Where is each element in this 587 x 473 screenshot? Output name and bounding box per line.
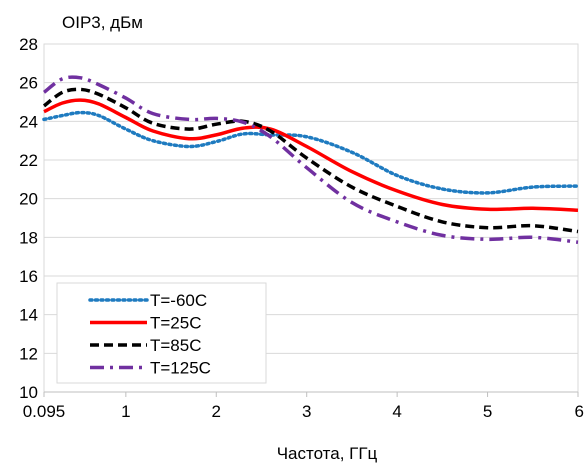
x-tick-label: 4 <box>392 402 401 421</box>
series-lines <box>42 75 580 244</box>
y-tick-label: 22 <box>19 151 38 170</box>
y-tick-label: 20 <box>19 190 38 209</box>
legend-label: T=-60C <box>150 291 207 310</box>
x-tick-label: 0.095 <box>23 402 66 421</box>
series-line-T=125C <box>42 75 579 244</box>
legend: T=-60C T=25C T=85C T=125C <box>56 282 267 384</box>
x-tick-label: 5 <box>483 402 492 421</box>
y-tick-label: 10 <box>19 383 38 402</box>
y-tick-label: 26 <box>19 74 38 93</box>
y-tick-label: 12 <box>19 344 38 363</box>
x-tick-label: 2 <box>212 402 221 421</box>
legend-label: T=125C <box>150 359 211 378</box>
legend-label: T=85C <box>150 336 202 355</box>
y-axis-title: OIP3, дБм <box>62 13 143 32</box>
axes <box>43 43 579 397</box>
series-line-T=25C <box>43 98 579 213</box>
y-tick-label: 16 <box>19 267 38 286</box>
x-tick-label: 6 <box>575 402 584 421</box>
y-tick-label: 14 <box>19 306 38 325</box>
x-tick-label: 1 <box>121 402 130 421</box>
series-line-T=-60C <box>42 110 580 195</box>
x-axis-title: Частота, ГГц <box>277 444 378 463</box>
legend-label: T=25C <box>150 314 202 333</box>
y-tick-label: 24 <box>19 112 38 131</box>
y-tick-label: 18 <box>19 228 38 247</box>
x-tick-label: 3 <box>302 402 311 421</box>
y-tick-label: 28 <box>19 35 38 54</box>
